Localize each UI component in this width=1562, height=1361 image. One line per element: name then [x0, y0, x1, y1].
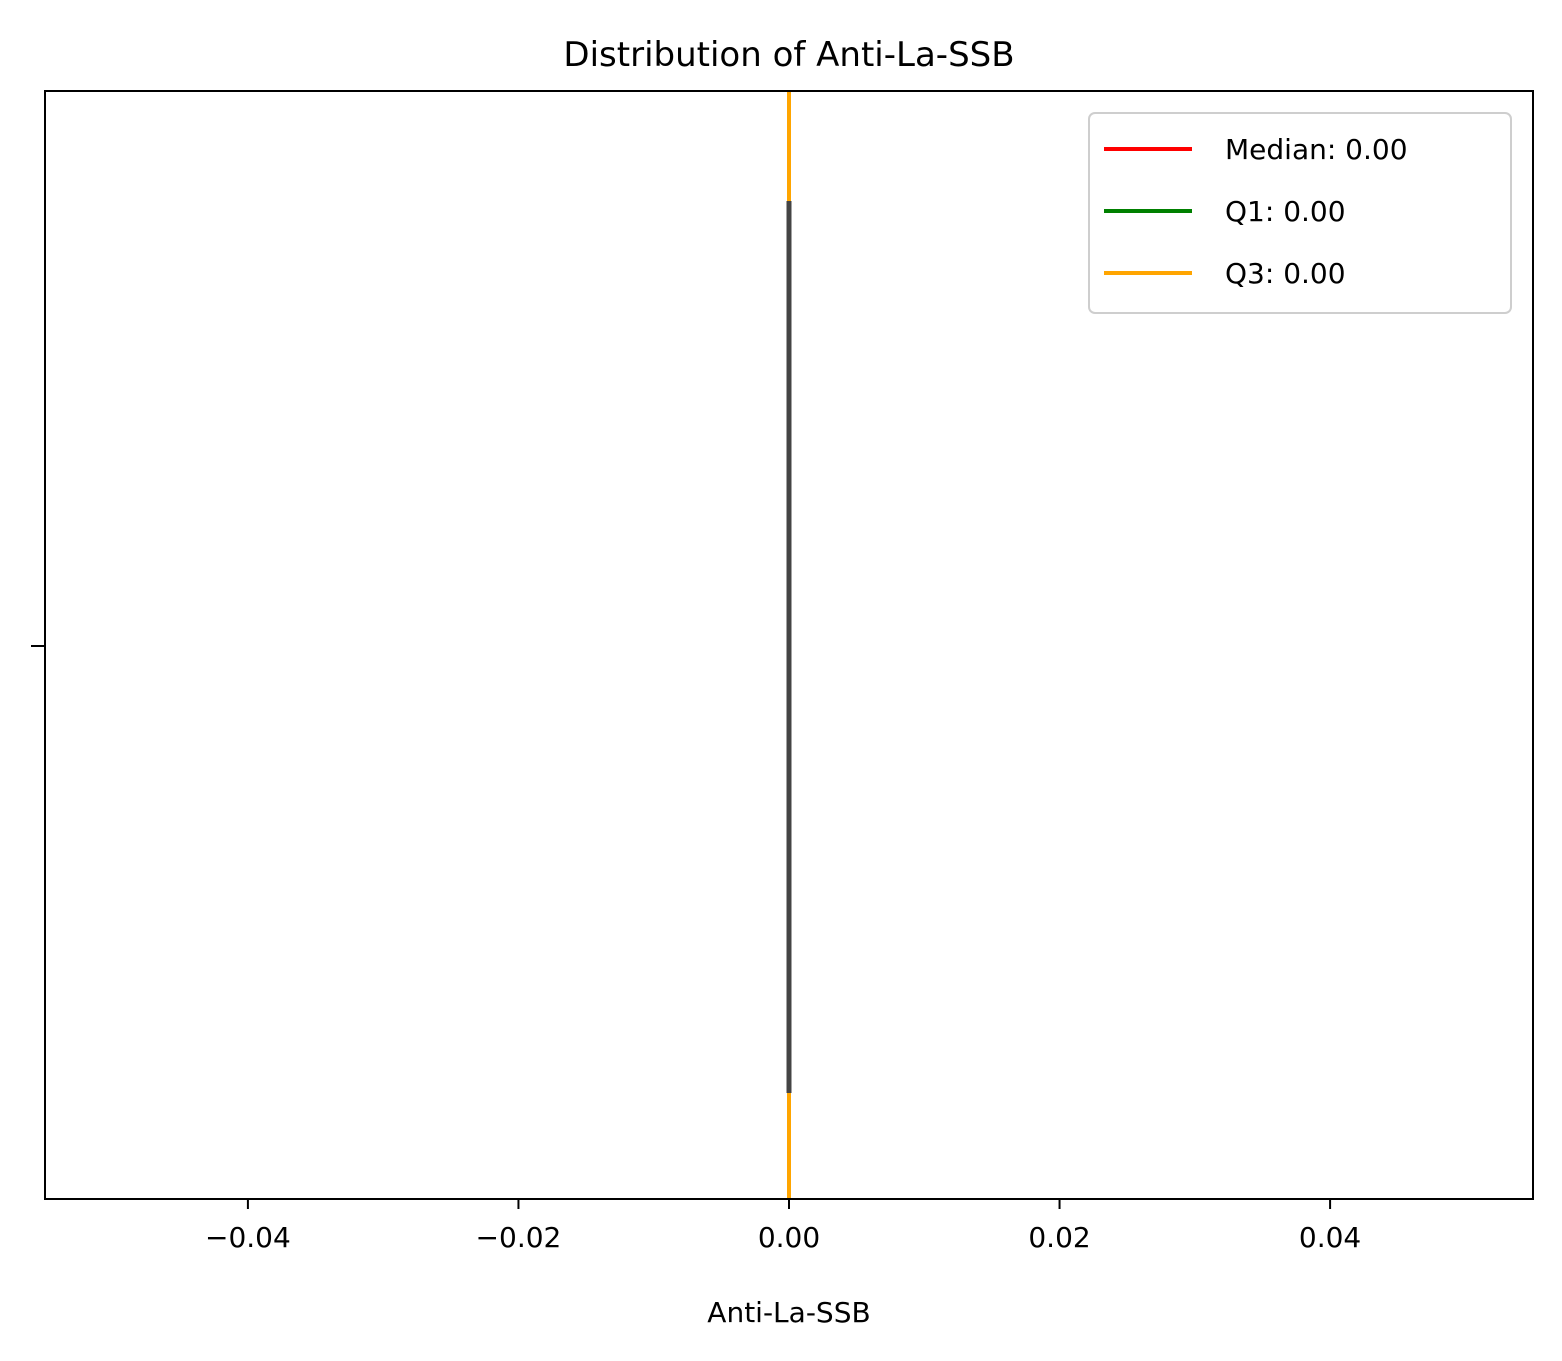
- x-tick-label: −0.02: [476, 1221, 562, 1254]
- legend-box: [1088, 112, 1512, 314]
- legend-entry-label: Q1: 0.00: [1225, 195, 1346, 228]
- legend: Median: 0.00 Q1: 0.00 Q3: 0.00: [1088, 112, 1512, 314]
- legend-entry-label: Median: 0.00: [1225, 133, 1408, 166]
- x-tick-label: 0.02: [1028, 1221, 1090, 1254]
- legend-entry-label: Q3: 0.00: [1225, 257, 1346, 290]
- x-tick-label: 0.04: [1299, 1221, 1361, 1254]
- chart-title: Distribution of Anti-La-SSB: [563, 35, 1014, 75]
- x-axis-ticks: −0.04 −0.02 0.00 0.02 0.04: [205, 1199, 1361, 1254]
- x-axis-label: Anti-La-SSB: [707, 1296, 870, 1329]
- x-tick-label: 0.00: [758, 1221, 820, 1254]
- x-tick-label: −0.04: [205, 1221, 291, 1254]
